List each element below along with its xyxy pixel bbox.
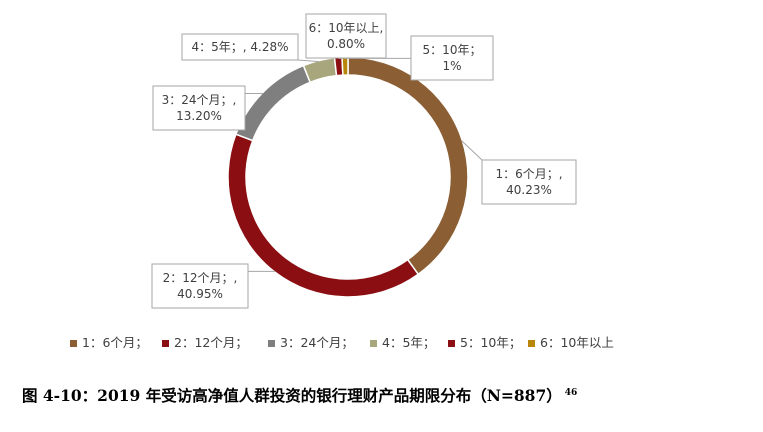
caption-footnote: 46 [564,387,578,398]
legend-swatch-3 [268,340,275,347]
data-label-4-line-1: 4：5年；, 4.28% [191,40,288,54]
legend-label-3: 3：24个月； [280,335,354,350]
slice-6 [341,56,349,76]
legend-label-5: 5：10年； [460,335,521,350]
slice-4 [302,56,338,84]
slice-2 [227,133,420,298]
legend-label-1: 1：6个月； [82,335,148,350]
legend-swatch-2 [162,340,169,347]
figure-caption: 图 4-10：2019 年受访高净值人群投资的银行理财产品期限分布（N=887）… [22,384,752,406]
slice-1 [347,56,469,276]
data-label-1-line-1: 1：6个月；, [495,167,562,181]
ring-slices [227,56,469,298]
data-label-5-line-2: 1% [442,59,461,73]
data-label-box-3 [152,85,246,131]
legend-swatch-5 [448,340,455,347]
data-label-3-line-2: 13.20% [176,109,222,123]
data-label-6-line-1: 6：10年以上, [309,21,384,35]
legend-label-6: 6：10年以上 [540,335,614,350]
data-label-box-2 [151,263,249,309]
data-label-3-line-1: 3：24个月；, [162,93,237,107]
legend-label-2: 2：12个月； [174,335,248,350]
data-label-box-1 [481,159,577,205]
legend-swatch-6 [528,340,535,347]
data-label-box-6 [305,13,387,59]
leader-line-4 [297,59,320,63]
data-label-2-line-1: 2：12个月；, [163,271,238,285]
data-label-1-line-2: 40.23% [506,183,552,197]
legend-label-4: 4：5年； [382,335,435,350]
data-label-box-4 [181,33,299,61]
legend-swatch-4 [370,340,377,347]
legend-swatch-1 [70,340,77,347]
doughnut-chart: 1：6个月；, 40.23% 2：12个月；, 40.95% 3：24个月；, 13.20… [70,13,614,350]
chart-legend: 1：6个月； 2：12个月； 3：24个月； 4：5年； 5：10年； 6：10年以上 [70,335,614,350]
caption-text: 图 4-10：2019 年受访高净值人群投资的银行理财产品期限分布（N=887） [22,386,562,405]
data-label-box-5 [410,35,494,81]
leader-line-1 [460,140,483,161]
data-label-5-line-1: 5：10年； [423,43,482,57]
slice-3 [234,64,312,142]
data-labels: 1：6个月；, 40.23% 2：12个月；, 40.95% 3：24个月；, 13.20… [151,13,577,309]
data-label-6-line-2: 0.80% [327,37,365,51]
data-label-2-line-2: 40.95% [177,287,223,301]
